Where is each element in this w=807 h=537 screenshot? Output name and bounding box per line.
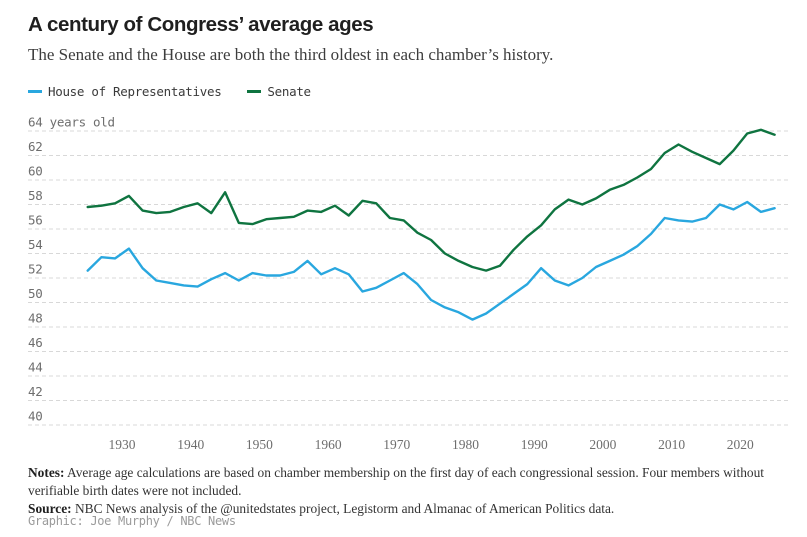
senate-line — [86, 128, 776, 272]
y-axis-label-54: 54 — [28, 237, 42, 252]
page-title: A century of Congress’ average ages — [28, 13, 374, 36]
y-axis-label-62: 62 — [28, 139, 42, 154]
y-axis-label-48: 48 — [28, 311, 42, 326]
legend-label-senate: Senate — [267, 84, 311, 99]
y-axis-label-46: 46 — [28, 335, 42, 350]
graphic-credit: Graphic: Joe Murphy / NBC News — [28, 514, 236, 528]
notes-line: Notes: Average age calculations are base… — [28, 464, 788, 500]
y-axis-label-56: 56 — [28, 213, 42, 228]
notes-label: Notes: — [28, 465, 65, 480]
y-axis-label-52: 52 — [28, 262, 42, 277]
y-axis-label-64: 64 years old — [28, 115, 115, 130]
x-axis-label-1930: 1930 — [109, 437, 136, 452]
y-axis-label-60: 60 — [28, 164, 42, 179]
source-line: Source: NBC News analysis of the @united… — [28, 500, 788, 518]
legend-label-house: House of Representatives — [48, 84, 222, 99]
x-axis-label-1980: 1980 — [452, 437, 479, 452]
x-axis-label-1970: 1970 — [383, 437, 410, 452]
x-axis-label-1960: 1960 — [315, 437, 342, 452]
x-axis-label-2000: 2000 — [589, 437, 616, 452]
source-label: Source: — [28, 501, 72, 516]
chart-notes: Notes: Average age calculations are base… — [28, 464, 788, 518]
y-axis-label-40: 40 — [28, 409, 42, 424]
chart-svg: 64 years old 62 60 58 56 54 52 50 48 46 44 42 40 1930… — [28, 115, 790, 452]
source-text: NBC News analysis of the @unitedstates p… — [71, 501, 615, 516]
y-axis-label-50: 50 — [28, 286, 42, 301]
notes-text: Average age calculations are based on ch… — [28, 465, 765, 498]
chart-legend: House of Representatives Senate — [28, 84, 311, 99]
y-axis-label-42: 42 — [28, 384, 42, 399]
x-axis-label-2020: 2020 — [727, 437, 754, 452]
legend-item-senate: Senate — [247, 84, 311, 99]
page-subtitle: The Senate and the House are both the th… — [28, 45, 554, 64]
y-axis-label-44: 44 — [28, 360, 42, 375]
x-axis-label-1990: 1990 — [521, 437, 548, 452]
senate-line-swatch — [247, 90, 262, 93]
legend-item-house: House of Representatives — [28, 84, 222, 99]
house-line — [86, 200, 776, 321]
house-line-swatch — [28, 90, 42, 93]
x-axis-label-1940: 1940 — [177, 437, 204, 452]
y-axis-label-58: 58 — [28, 188, 42, 203]
header: A century of Congress’ average ages The … — [28, 0, 790, 65]
x-axis-label-2010: 2010 — [658, 437, 685, 452]
x-axis-label-1950: 1950 — [246, 437, 273, 452]
